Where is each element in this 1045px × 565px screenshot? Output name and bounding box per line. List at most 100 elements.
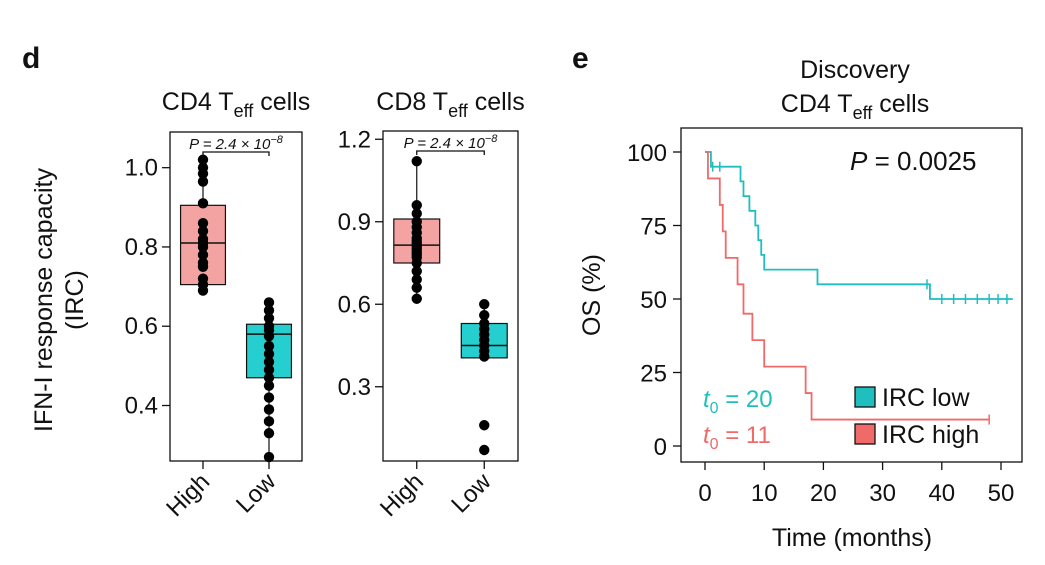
data-point [197, 198, 209, 209]
median-t-subscript: 0 [710, 400, 719, 417]
plot-title-subscript: eff [853, 103, 874, 123]
data-point [197, 176, 209, 187]
survival-curve-irc-high [705, 151, 990, 421]
data-point [479, 444, 490, 456]
y-tick-label: 25 [640, 361, 667, 388]
plot-title-main: CD4 T [781, 90, 853, 118]
median-survival-label: t0 = 20 [703, 386, 773, 417]
data-point [263, 451, 275, 463]
p-value-label: P = 2.4 × 10−8 [189, 134, 284, 153]
data-point [263, 356, 275, 368]
y-tick-label: 1.2 [338, 126, 371, 153]
legend-label: IRC low [882, 384, 970, 412]
y-tick-label: 0.8 [125, 234, 158, 261]
plot-frame [169, 131, 303, 462]
legend-label: IRC high [882, 421, 979, 449]
data-point [197, 168, 209, 179]
data-point [263, 305, 275, 316]
plot-title-line1: Discovery [800, 56, 910, 84]
category-label: High [161, 468, 215, 522]
data-point [479, 351, 490, 362]
data-point [263, 404, 275, 415]
y-tick-label: 0.6 [338, 291, 371, 318]
p-value-text: = 0.0025 [867, 146, 976, 176]
data-point [411, 274, 422, 285]
data-point [263, 348, 275, 360]
x-tick-label: 10 [751, 480, 778, 507]
x-tick-label: 40 [928, 480, 955, 507]
data-point [411, 257, 422, 269]
p-value-label: P = 2.4 × 10−8 [404, 133, 499, 152]
p-value-text: P = 2.4 × 10 [404, 135, 486, 152]
y-tick-label: 100 [627, 140, 667, 167]
data-point [411, 282, 422, 293]
x-tick-label: 0 [698, 480, 711, 507]
data-point [197, 225, 209, 237]
y-tick-label: 1.0 [125, 155, 158, 182]
cd8-boxplot: CD8 Teff cells 0.3 0.6 0.9 1.2 High Low P = 2.4… [338, 88, 525, 522]
y-tick-label: 0.4 [125, 393, 158, 420]
data-point [411, 156, 422, 167]
p-value-exponent: −8 [485, 133, 498, 145]
plot-frame [680, 127, 1023, 463]
plot-title-main: CD4 T [162, 88, 234, 116]
legend-swatch [854, 423, 876, 445]
data-point [263, 416, 275, 427]
panel-d-ylabel-line2: (IRC) [61, 270, 89, 330]
data-point [197, 249, 209, 261]
data-point [197, 217, 209, 229]
significance-bracket [202, 151, 270, 156]
data-point [263, 372, 275, 383]
plot-title-suffix: cells [872, 90, 929, 118]
data-point [411, 200, 422, 211]
p-value-label: P = 0.0025 [850, 146, 977, 176]
cd4-boxplot: CD4 Teff cells 0.4 0.6 0.8 1.0 High Low P = 2.4… [125, 88, 311, 522]
plot-title-subscript: eff [234, 101, 255, 121]
data-point [263, 330, 275, 342]
x-axis-label: Time (months) [772, 524, 932, 552]
y-tick-label: 0.3 [338, 374, 371, 401]
significance-bracket [416, 150, 485, 155]
plot-frame [382, 130, 519, 462]
plot-title-suffix: cells [253, 88, 310, 116]
data-point [197, 154, 209, 165]
plot-title-suffix: cells [468, 88, 525, 116]
p-value-exponent: −8 [270, 134, 283, 146]
category-label: Low [446, 468, 497, 519]
y-axis-label: OS (%) [578, 254, 606, 336]
data-point [411, 208, 422, 219]
data-point [263, 340, 275, 352]
plot-title: CD8 Teff cells [376, 88, 524, 121]
survival-curve-irc-low [705, 151, 1013, 300]
y-tick-label: 0.6 [125, 313, 158, 340]
y-tick-label: 50 [640, 287, 667, 314]
data-point [197, 285, 209, 296]
data-point [263, 364, 275, 376]
panel-letter-e: e [572, 42, 589, 75]
y-tick-label: 0.9 [338, 209, 371, 236]
data-point [197, 261, 209, 272]
data-point [263, 297, 275, 308]
x-tick-label: 50 [988, 480, 1015, 507]
legend-swatch [854, 386, 876, 408]
p-value-symbol: P [850, 146, 868, 176]
x-tick-label: 30 [869, 480, 896, 507]
data-point [411, 266, 422, 277]
data-point [479, 420, 490, 431]
median-t: t [703, 422, 711, 449]
data-point [479, 299, 490, 310]
p-value-text: P = 2.4 × 10 [189, 136, 271, 153]
plot-title-main: CD8 T [376, 88, 448, 116]
plot-title-subscript: eff [448, 101, 469, 121]
panel-d-ylabel-line1: IFN-I response capacity [30, 168, 58, 432]
data-point [263, 428, 275, 439]
y-tick-label: 75 [640, 214, 667, 241]
panel-letter-d: d [22, 42, 40, 75]
data-point [411, 293, 422, 304]
data-point [263, 392, 275, 403]
data-point [479, 310, 490, 321]
median-t-subscript: 0 [710, 436, 719, 453]
median-value: = 11 [719, 422, 771, 449]
plot-title: CD4 Teff cells [162, 88, 310, 121]
